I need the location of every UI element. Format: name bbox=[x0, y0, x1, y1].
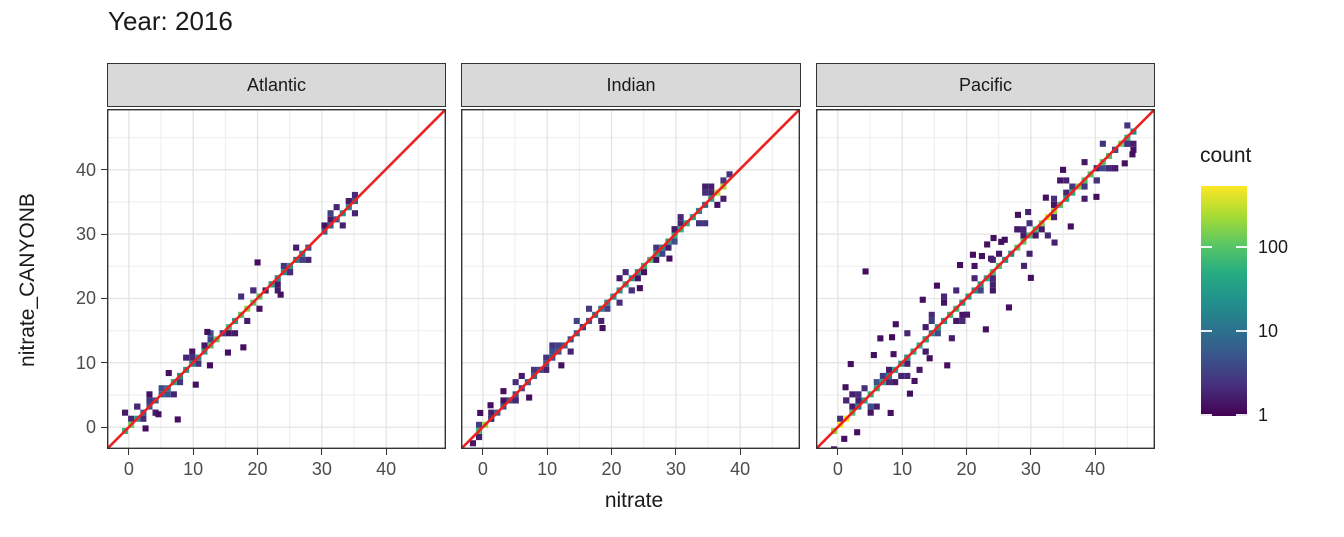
y-tick-label: 30 bbox=[75, 224, 96, 245]
x-axis-tick bbox=[128, 449, 130, 455]
y-axis-tick bbox=[101, 233, 107, 235]
x-axis-tick bbox=[256, 449, 259, 455]
y-axis-tick bbox=[101, 169, 107, 171]
y-tick-label: 0 bbox=[85, 417, 96, 438]
y-axis-tick bbox=[101, 426, 107, 428]
identity-reference-line bbox=[816, 109, 1155, 449]
x-tick-label: 0 bbox=[832, 459, 843, 479]
panel-pacific bbox=[816, 109, 1155, 449]
x-axis-tick bbox=[321, 449, 323, 455]
x-axis-tick bbox=[1094, 449, 1096, 455]
x-axis-tick bbox=[482, 449, 484, 455]
facet-strip-label: Indian bbox=[606, 74, 656, 95]
y-axis-tick bbox=[101, 297, 107, 300]
x-axis-tick bbox=[739, 449, 741, 455]
x-axis-tick bbox=[546, 449, 548, 455]
x-tick-label: 30 bbox=[1020, 459, 1041, 479]
y-tick-label: 40 bbox=[75, 159, 96, 180]
x-axis-tick bbox=[837, 449, 839, 455]
legend-colorbar-tick bbox=[1201, 245, 1212, 248]
x-tick-label: 30 bbox=[311, 459, 332, 479]
x-tick-label: 10 bbox=[537, 459, 558, 479]
x-tick-label: 10 bbox=[183, 459, 204, 479]
x-tick-label: 0 bbox=[477, 459, 488, 479]
x-axis-title: nitrate bbox=[604, 489, 664, 512]
legend-colorbar-tick bbox=[1236, 245, 1247, 248]
identity-reference-line bbox=[107, 109, 446, 449]
x-tick-label: 0 bbox=[123, 459, 134, 479]
identity-reference-line bbox=[461, 109, 800, 449]
y-axis-title: nitrate_CANYONB bbox=[16, 193, 39, 367]
y-tick-label: 20 bbox=[75, 288, 96, 309]
legend-colorbar bbox=[1201, 186, 1247, 416]
x-axis-tick bbox=[192, 449, 194, 455]
facet-strip-label: Pacific bbox=[958, 74, 1012, 95]
x-axis-tick bbox=[675, 449, 677, 455]
legend-colorbar-tick bbox=[1201, 414, 1212, 417]
x-tick-label: 40 bbox=[730, 459, 751, 479]
x-tick-label: 40 bbox=[376, 459, 397, 479]
panel-indian bbox=[461, 109, 800, 449]
legend-tick-label: 10 bbox=[1258, 320, 1279, 341]
legend-colorbar-tick bbox=[1201, 329, 1212, 332]
x-tick-label: 30 bbox=[665, 459, 686, 479]
x-axis-tick bbox=[385, 449, 387, 455]
legend-tick-label: 100 bbox=[1258, 236, 1289, 257]
x-tick-label: 20 bbox=[247, 459, 268, 479]
y-axis-tick bbox=[101, 362, 107, 364]
x-tick-label: 20 bbox=[956, 459, 977, 479]
facet-strip-atlantic: Atlantic bbox=[107, 63, 446, 107]
x-axis-tick bbox=[1030, 449, 1032, 455]
x-axis-tick bbox=[901, 449, 903, 455]
facet-strip-indian: Indian bbox=[461, 63, 801, 107]
plot-title: Year: 2016 bbox=[108, 6, 233, 36]
legend-title: count bbox=[1200, 144, 1252, 167]
panel-atlantic bbox=[107, 109, 446, 449]
facet-strip-pacific: Pacific bbox=[816, 63, 1155, 107]
facet-strip-label: Atlantic bbox=[246, 74, 307, 95]
legend-colorbar-tick bbox=[1236, 414, 1247, 417]
y-tick-label: 10 bbox=[75, 352, 96, 373]
x-tick-label: 40 bbox=[1085, 459, 1106, 479]
x-axis-tick bbox=[965, 449, 968, 455]
legend-tick-label: 1 bbox=[1258, 405, 1269, 426]
x-axis-tick bbox=[610, 449, 613, 455]
x-tick-label: 10 bbox=[892, 459, 913, 479]
x-tick-label: 20 bbox=[601, 459, 622, 479]
legend-colorbar-tick bbox=[1236, 329, 1247, 332]
